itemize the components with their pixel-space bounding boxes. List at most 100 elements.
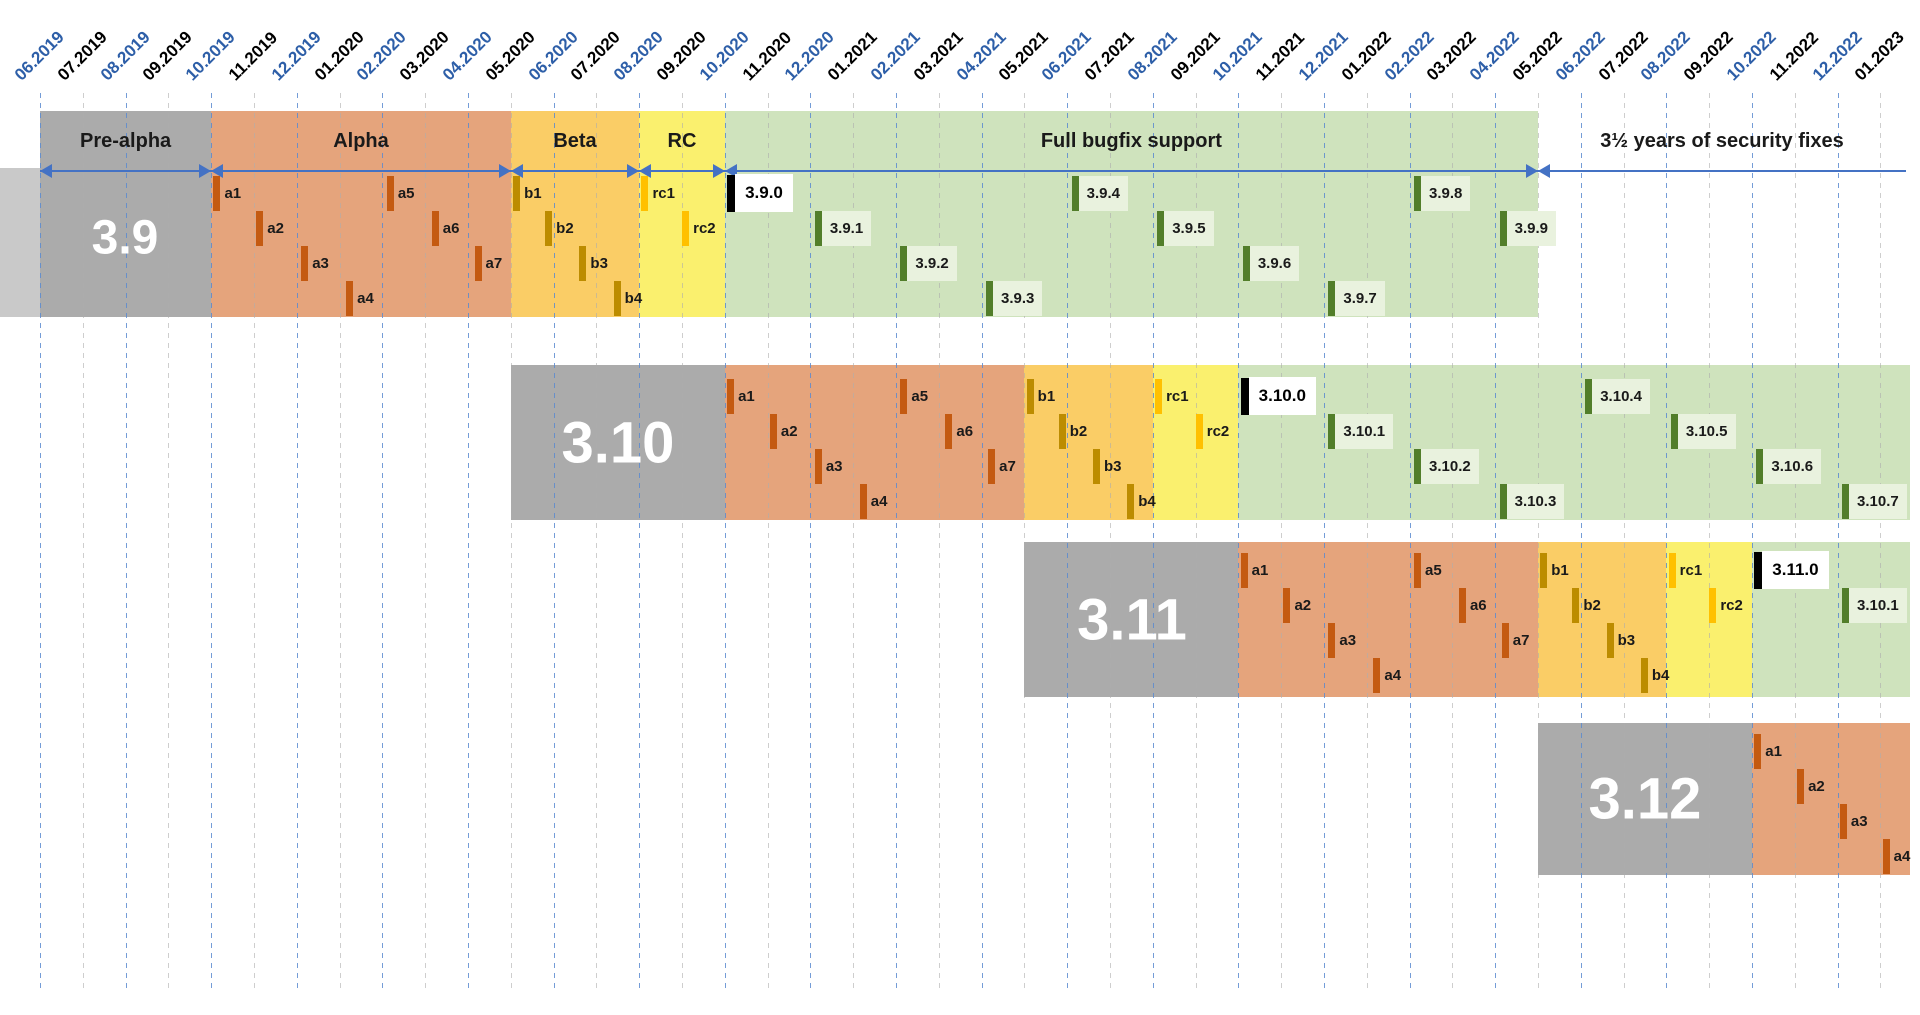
marker-3.9-a7-bar [474,246,482,281]
gridline-11.2019 [254,93,255,990]
marker-3.10-3.10.2-chip: 3.10.2 [1421,449,1479,484]
marker-3.9-b3-bar [579,246,587,281]
phase-arrow-line-3 [639,170,725,172]
marker-3.10-rc1-bar [1155,379,1163,414]
marker-3.9-3.9.4-bar [1071,176,1079,211]
marker-3.10-3.10.5-bar [1670,414,1678,449]
gridline-11.2021 [1281,93,1283,990]
marker-3.10-3.10.7-bar [1842,484,1850,519]
marker-3.11-a4-bar [1373,658,1381,693]
gridline-03.2022 [1452,93,1454,990]
marker-3.9-a2-bar [256,211,264,246]
gridline-05.2022 [1538,93,1539,990]
marker-3.10-b3-bar [1093,449,1101,484]
marker-3.11-a2-label: a2 [1294,597,1312,614]
gridline-07.2022 [1623,93,1625,990]
marker-3.11-b1-label: b1 [1551,562,1569,579]
marker-3.10-a6-label: a6 [956,423,974,440]
marker-3.12-a4-label: a4 [1893,848,1911,865]
row-3.11-pre-alpha-band [1024,542,1239,697]
marker-3.11-b3-label: b3 [1617,632,1636,649]
marker-3.10-a7-label: a7 [999,458,1016,475]
marker-3.9-3.9.8-chip: 3.9.8 [1421,176,1471,211]
arrowhead-right-icon-4 [1526,164,1538,178]
phase-arrow-line-5 [1538,170,1907,172]
gridline-08.2021 [1152,93,1154,990]
version-label-3.9: 3.9 [91,211,159,265]
gridline-03.2021 [938,93,940,990]
gridline-05.2021 [1024,93,1026,990]
marker-3.11-a2-bar [1283,588,1291,623]
marker-3.10-b2-label: b2 [1069,423,1088,440]
gridline-03.2020 [425,93,427,990]
arrowhead-left-icon-1 [211,164,224,178]
marker-3.9-3.9.7-chip: 3.9.7 [1335,281,1385,316]
marker-3.11-b2-label: b2 [1583,597,1601,614]
gridline-10.2020 [724,93,726,990]
marker-3.9-a5-bar [386,176,394,211]
marker-3.11-a1-bar [1240,553,1248,588]
marker-3.10-rc2-label: rc2 [1206,423,1230,440]
marker-3.11-a6-bar [1458,588,1466,623]
gridline-09.2020 [682,93,683,990]
marker-3.11-3.11.0-chip: 3.11.0 [1762,551,1829,589]
gridline-01.2022 [1366,93,1368,990]
phase-arrow-line-4 [724,170,1538,172]
gridline-04.2021 [981,93,983,990]
marker-3.11-rc2-label: rc2 [1720,597,1743,614]
marker-3.9-b1-bar [513,176,521,211]
row-3.9-pre-extension-band [0,168,40,317]
gridline-06.2020 [553,93,555,990]
marker-3.10-rc1-label: rc1 [1166,388,1189,405]
marker-3.12-a1-label: a1 [1765,743,1782,760]
phase-arrow-line-1 [211,170,511,172]
marker-3.9-3.9.1-bar [814,211,822,246]
row-3.9-rc-band [639,111,725,317]
marker-3.11-3.10.1-bar [1842,588,1850,623]
marker-3.11-a5-label: a5 [1425,562,1442,579]
gridline-06.2019 [40,93,41,990]
marker-3.10-3.10.4-bar [1585,379,1593,414]
phase-label-4: Full bugfix support [1040,130,1222,152]
marker-3.9-a1-bar [213,176,221,211]
marker-3.11-a3-label: a3 [1339,632,1357,649]
version-label-3.11: 3.11 [1077,587,1187,653]
marker-3.9-a5-label: a5 [397,185,415,202]
marker-3.10-a1-label: a1 [738,388,755,405]
marker-3.9-b2-bar [545,211,553,246]
marker-3.10-a6-bar [945,414,953,449]
marker-3.9-3.9.3-bar [986,281,994,316]
gridline-08.2022 [1666,93,1668,990]
marker-3.9-3.9.6-bar [1242,246,1250,281]
marker-3.11-a3-bar [1328,623,1336,658]
marker-3.9-rc2-label: rc2 [693,220,716,237]
marker-3.9-a7-label: a7 [485,255,503,272]
marker-3.9-3.9.5-bar [1157,211,1165,246]
phase-label-3: RC [667,130,697,152]
gridline-02.2022 [1409,93,1411,990]
gridline-02.2021 [896,93,897,990]
gridline-06.2021 [1067,93,1069,990]
marker-3.9-3.9.5-chip: 3.9.5 [1164,211,1214,246]
marker-3.9-a2-label: a2 [267,220,284,237]
arrowhead-left-icon-0 [40,164,52,178]
marker-3.12-a2-label: a2 [1808,778,1825,795]
gridline-07.2020 [596,93,598,990]
marker-3.9-3.9.7-bar [1328,281,1336,316]
marker-3.9-3.9.2-chip: 3.9.2 [907,246,957,281]
marker-3.11-b3-bar [1606,623,1614,658]
marker-3.10-3.10.6-chip: 3.10.6 [1763,449,1822,484]
gridline-01.2020 [339,93,341,990]
marker-3.12-a3-label: a3 [1850,813,1868,830]
marker-3.10-b2-bar [1058,414,1066,449]
arrowhead-left-icon-2 [510,164,523,178]
marker-3.10-3.10.6-bar [1756,449,1764,484]
marker-3.9-a3-bar [301,246,309,281]
marker-3.9-3.9.0-chip: 3.9.0 [735,174,793,212]
phase-arrow-line-2 [510,170,640,172]
version-label-3.12: 3.12 [1588,766,1702,832]
gridline-05.2020 [510,93,512,990]
row-3.10-pre-alpha-band [510,365,725,520]
gridline-09.2019 [168,93,170,990]
gridline-02.2020 [382,93,384,990]
